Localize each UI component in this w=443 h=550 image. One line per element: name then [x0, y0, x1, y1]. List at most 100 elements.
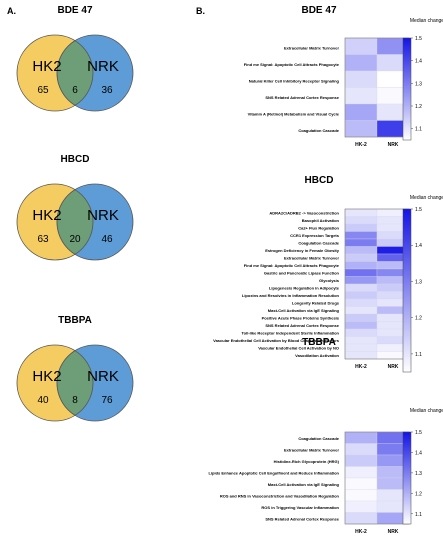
panel-a-label: A. [7, 6, 16, 16]
colorbar-tick-label: 1.4 [415, 59, 422, 65]
heatmap-cell [344, 246, 378, 255]
heatmap-row-label: Coagulation Cascade [298, 436, 339, 441]
colorbar-tick-label: 1.3 [415, 471, 422, 477]
heatmap-cell [344, 443, 378, 456]
heatmap-cell [344, 298, 378, 307]
venn-left-label: HK2 [32, 58, 61, 75]
venn-left-count: 63 [37, 234, 49, 245]
colorbar-tick-label: 1.1 [415, 512, 422, 518]
heatmap-row-label: Vasodilation Activation [295, 353, 339, 358]
heatmap-column-label: NRK [388, 142, 399, 148]
heatmap-cell [344, 477, 378, 490]
heatmap-row-label: Longevity Related Drugs [292, 300, 340, 305]
colorbar [402, 208, 412, 373]
venn-overlap [56, 189, 94, 255]
heatmap-row-label: Find me Signal: Apoptotic Cell Attracts … [244, 263, 340, 268]
heatmap-row-label: Estrogen Deficiency in Female Obesity [265, 248, 340, 253]
heatmap-cell [344, 231, 378, 240]
heatmap-row-label: Find me Signal: Apoptotic Cell Attracts … [244, 62, 340, 67]
heatmap-cell [344, 489, 378, 502]
venn-title: TBBPA [58, 315, 92, 326]
colorbar-tick-label: 1.2 [415, 104, 422, 110]
heatmap-cell [344, 351, 378, 360]
heatmap-column-label: HK-2 [355, 529, 367, 535]
heatmap-row-label: Ca2+ Flux Regulation [298, 225, 339, 230]
heatmap-row-label: CCR1 Expression Targets [290, 233, 340, 238]
heatmap-cell [344, 276, 378, 285]
venn-left-label: HK2 [32, 207, 61, 224]
heatmap-title: TBBPA [302, 337, 336, 348]
heatmap-row-label: Vascular Endothelial Cell Activation by … [213, 338, 340, 343]
heatmap-row-label: Extracellular Matrix Turnover [284, 448, 340, 453]
heatmap-cell [344, 313, 378, 322]
heatmap-cell [344, 103, 378, 121]
heatmap-cell [344, 321, 378, 330]
colorbar-tick-label: 1.1 [415, 352, 422, 358]
colorbar-tick-label: 1.1 [415, 127, 422, 133]
heatmap-row-label: SNS Related Adrenal Cortex Response [265, 517, 339, 522]
colorbar-tick-label: 1.4 [415, 243, 422, 249]
heatmap-column-label: HK-2 [355, 142, 367, 148]
heatmap-cell [344, 208, 378, 217]
heatmap-row-label: Extracellular Matrix Turnover [284, 255, 340, 260]
venn-right-count: 36 [101, 85, 113, 96]
heatmap-row-label: ROS and RNS in Vasoconstriction and Vaso… [220, 494, 340, 499]
colorbar-tick-label: 1.3 [415, 81, 422, 87]
colorbar-tick-label: 1.4 [415, 450, 422, 456]
heatmap-cell [344, 238, 378, 247]
heatmap-cell [344, 328, 378, 337]
venn-title: BDE 47 [57, 5, 92, 16]
colorbar-tick-label: 1.5 [415, 207, 422, 213]
heatmap-row-label: Vascular Endothelial Cell Activation by … [258, 345, 339, 350]
heatmap-cell [344, 431, 378, 444]
heatmap-row-label: Vitamin A (Retinol) Metabolism and Visua… [248, 112, 340, 117]
heatmap-cell [344, 54, 378, 72]
heatmap-cell [344, 466, 378, 479]
heatmap-cell [344, 253, 378, 262]
colorbar [402, 431, 412, 525]
venn-right-label: NRK [87, 207, 119, 224]
heatmap-row-label: Lipids Enhance Apoptotic Cell Engulfment… [208, 471, 339, 476]
heatmap-title: HBCD [305, 175, 334, 186]
venn-left-count: 40 [37, 395, 49, 406]
colorbar-tick-label: 1.2 [415, 491, 422, 497]
heatmap-cell [344, 283, 378, 292]
heatmap-row-label: Histidine-Rich Glycoprotein (HRG) [274, 459, 340, 464]
heatmap-column-label: HK-2 [355, 364, 367, 370]
heatmap-cell [344, 120, 378, 138]
panel-b-label: B. [196, 6, 205, 16]
colorbar [402, 37, 412, 141]
heatmap-row-label: Toll-like Receptor Independent Sterile I… [242, 330, 340, 335]
heatmap-cell [344, 268, 378, 277]
heatmap-cell [344, 223, 378, 232]
venn-left-count: 65 [37, 85, 49, 96]
heatmap-cell [344, 512, 378, 525]
venn-overlap [56, 350, 94, 416]
heatmap-cell [344, 261, 378, 270]
heatmap-cell [344, 343, 378, 352]
heatmap-cell [344, 37, 378, 55]
heatmap-cell [344, 291, 378, 300]
colorbar-tick-label: 1.2 [415, 316, 422, 322]
heatmap-row-label: Basophil Activation [302, 218, 340, 223]
heatmap-cell [344, 87, 378, 105]
venn-right-count: 46 [101, 234, 113, 245]
heatmap-row-label: Lipogenesis Regulation in Adipocyte [269, 285, 340, 290]
heatmap-cell [344, 306, 378, 315]
heatmap-row-label: ADRA2C/ADRB2 -> Vasoconstriction [269, 210, 339, 215]
heatmap-row-label: Gastric and Pancreatic Lipase Function [264, 270, 340, 275]
venn-overlap-count: 20 [69, 234, 81, 245]
heatmap-row-label: Mast-Cell Activation via IgE Signaling [268, 482, 340, 487]
venn-left-label: HK2 [32, 368, 61, 385]
colorbar-tick-label: 1.5 [415, 36, 422, 42]
colorbar-label: Median change [410, 408, 443, 414]
venn-overlap-count: 6 [72, 85, 78, 96]
venn-right-label: NRK [87, 58, 119, 75]
heatmap-row-label: Mast-Cell Activation via IgE Signaling [268, 308, 340, 313]
venn-overlap [56, 40, 94, 106]
colorbar-label: Median change [410, 195, 443, 201]
heatmap-title: BDE 47 [301, 5, 336, 16]
colorbar-tick-label: 1.5 [415, 430, 422, 436]
heatmap-row-label: Lipoxins and Resolvins in Inflammation R… [242, 293, 340, 298]
heatmap-cell [344, 216, 378, 225]
